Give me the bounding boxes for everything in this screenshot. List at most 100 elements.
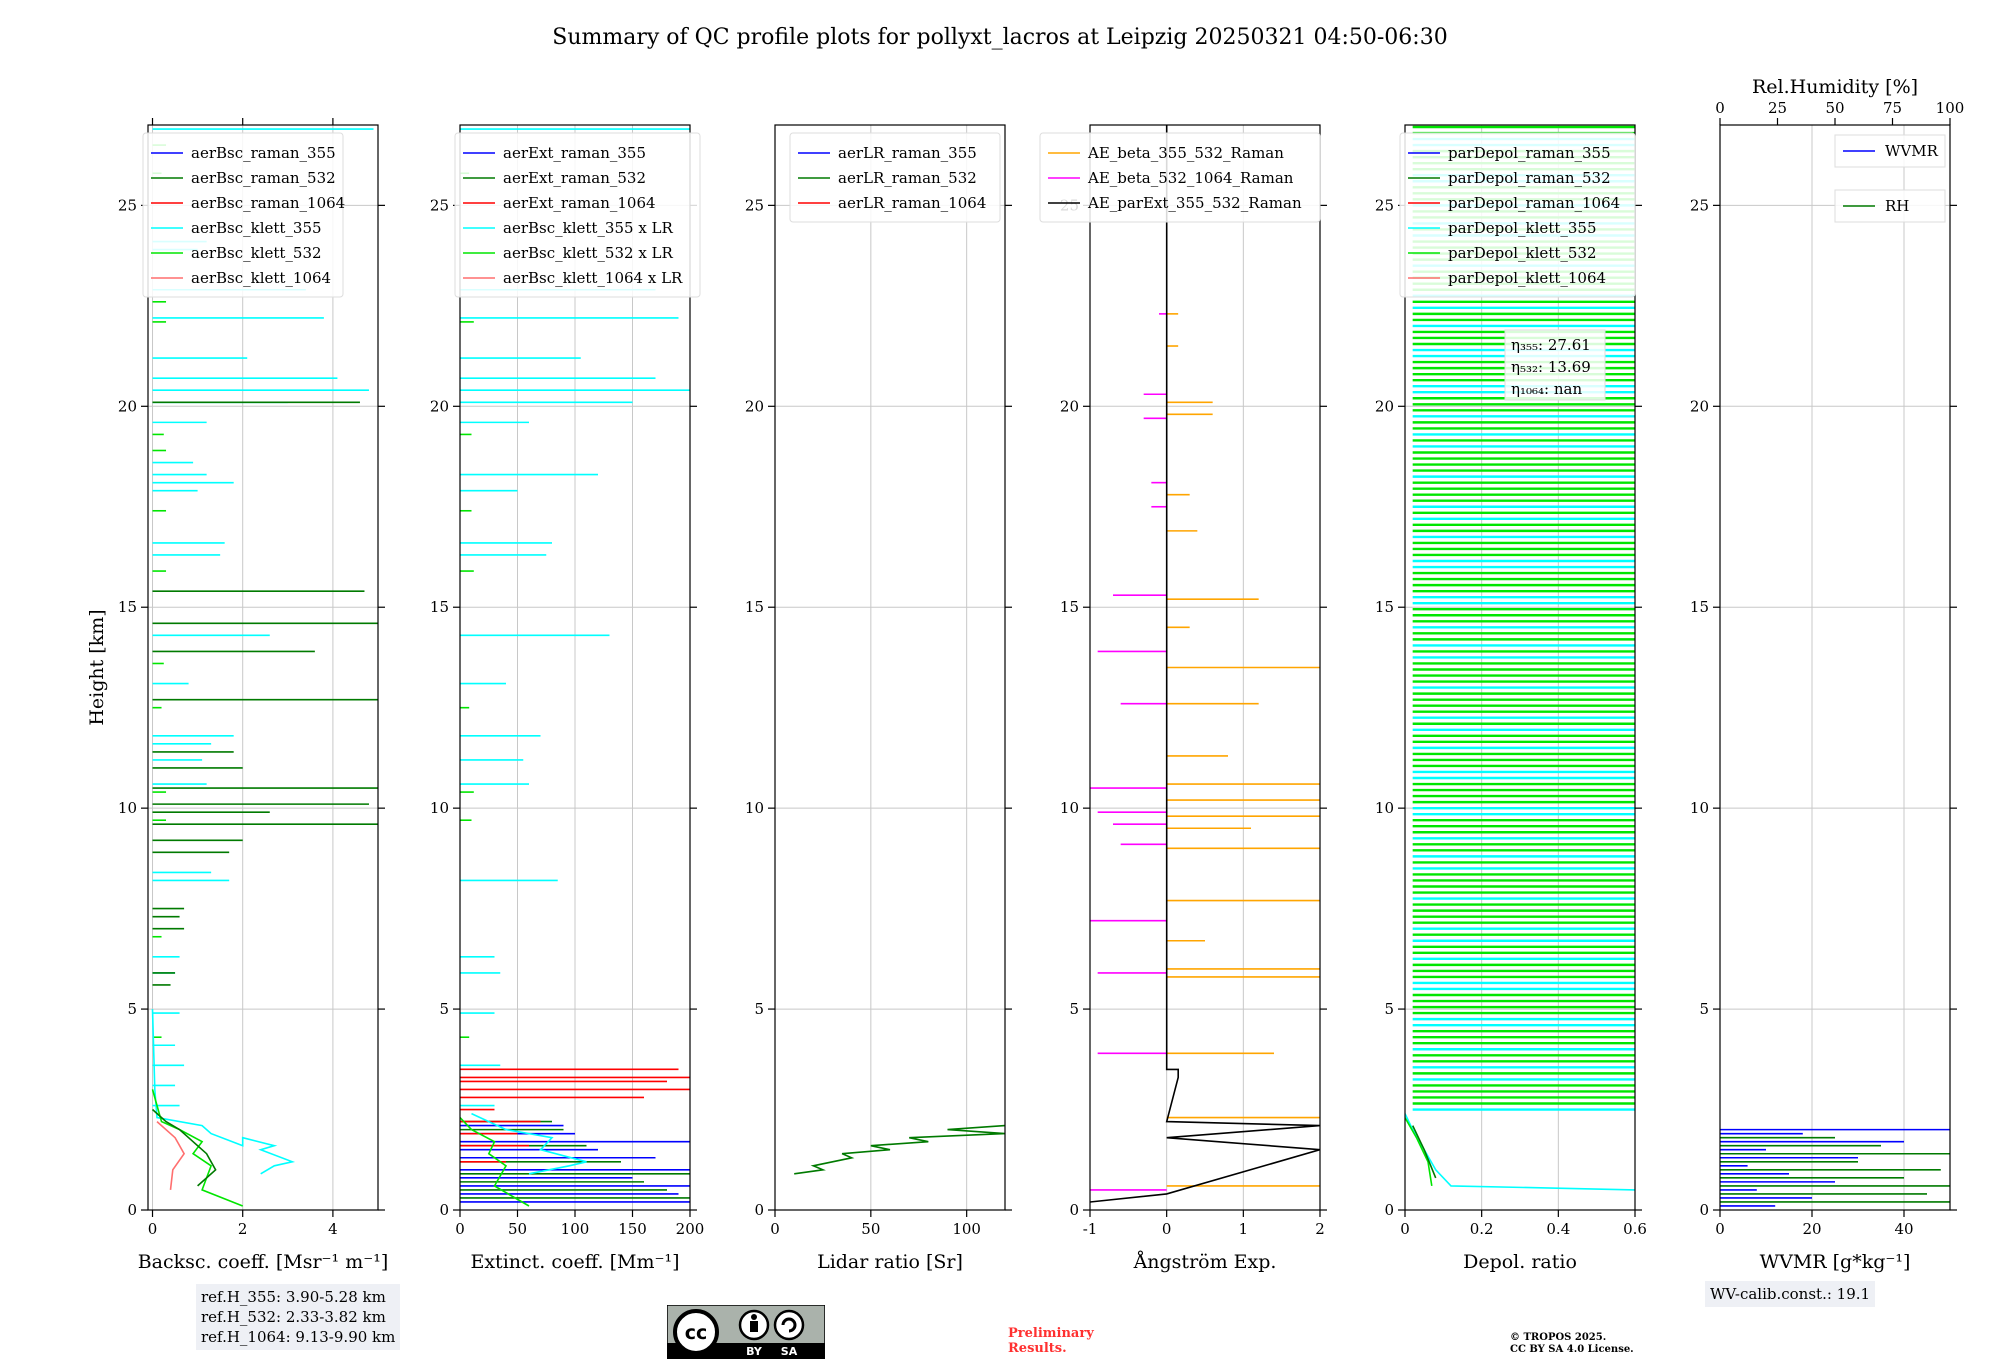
cc-text: cc [685, 1322, 708, 1344]
axes-frame [1719, 124, 1951, 1211]
sa-text: SA [781, 1345, 798, 1358]
legend-label: AE_parExt_355_532_Raman [1087, 194, 1302, 212]
legend-box [1399, 132, 1636, 298]
legend-label: parDepol_raman_355 [1448, 144, 1611, 162]
plot-area-angstrom [1090, 125, 1320, 1210]
legend-label: aerBsc_raman_355 [191, 144, 336, 162]
y-tick-label: 0 [127, 1201, 137, 1219]
y-tick-label: 5 [439, 1000, 449, 1018]
y-tick-label: 0 [439, 1201, 449, 1219]
legend-label: aerLR_raman_355 [838, 144, 977, 162]
y-tick-label: 15 [1375, 598, 1394, 616]
legend-label: WVMR [1885, 142, 1939, 160]
y-tick-label: 0 [1069, 1201, 1079, 1219]
x-tick-label: 4 [328, 1220, 338, 1238]
legend-box [789, 132, 1001, 223]
x-tick-label: 150 [618, 1220, 647, 1238]
legend-RH: RH [1834, 189, 1946, 223]
panel-angstrom: -10120510152025Ångström Exp.AE_beta_355_… [1039, 124, 1327, 1273]
x-tick-label: 0.2 [1470, 1220, 1494, 1238]
x-axis-label: Extinct. coeff. [Mm⁻¹] [470, 1251, 679, 1273]
series-parDepol_klett_355 [1405, 1113, 1635, 1191]
annotation-line: η₃₅₅: 27.61 [1511, 336, 1591, 354]
y-tick-label: 10 [1690, 799, 1709, 817]
plot-area-wvmr [1720, 125, 1950, 1210]
legend-label: aerBsc_raman_1064 [191, 194, 345, 212]
series-aerBsc_klett_532 [151, 1089, 243, 1207]
series-parDepol_raman_532 [1411, 1125, 1437, 1179]
y-tick-label: 20 [430, 397, 449, 415]
y-tick-label: 25 [430, 196, 449, 214]
panel-lidar_ratio: 0 50 100 0 5 10 15 20 25 Lidar ratio [Sr] aerLR_ra… [745, 124, 1012, 1273]
y-tick-label: 5 [1699, 1000, 1709, 1018]
x-tick-label: 0 [148, 1220, 158, 1238]
legend-box [1039, 132, 1321, 223]
x-axis-label: Depol. ratio [1463, 1251, 1577, 1273]
y-tick-label: 15 [430, 598, 449, 616]
legend-angstrom: AE_beta_355_532_Raman AE_beta_532_1064_Ra… [1039, 132, 1321, 223]
x-axis-label: Ångström Exp. [1133, 1251, 1277, 1273]
ref-height-355: ref.H_355: 3.90-5.28 km [201, 1288, 386, 1306]
legend-label: aerBsc_klett_1064 [191, 269, 331, 287]
y-tick-label: 20 [1690, 397, 1709, 415]
plot-area-extinction [460, 125, 690, 1210]
y-tick-label: 15 [118, 598, 137, 616]
panel-extinction: 0 50 100 150 200 0 5 10 15 20 25 Extinct. coeff. [M… [430, 124, 705, 1273]
legend-label: parDepol_klett_532 [1448, 244, 1597, 262]
ref-height-532: ref.H_532: 2.33-3.82 km [201, 1308, 386, 1326]
legend-depol: parDepol_raman_355 parDepol_raman_532 parD… [1399, 132, 1636, 298]
preliminary-results-note: Preliminary Results. [1008, 1326, 1094, 1356]
top-axis-label: Rel.Humidity [%] [1752, 76, 1918, 98]
x-tick-label: 40 [1894, 1220, 1913, 1238]
y-tick-label: 0 [1384, 1201, 1394, 1219]
x-tick-label: 1 [1239, 1220, 1249, 1238]
x-tick-label: 50 [508, 1220, 527, 1238]
wv-calibration-box: WV-calib.const.: 19.1 [1705, 1281, 1876, 1307]
x-tick-label: 0 [770, 1220, 780, 1238]
axes-frame [147, 124, 379, 1211]
y-tick-label: 5 [1069, 1000, 1079, 1018]
wv-calibration-constant: WV-calib.const.: 19.1 [1710, 1285, 1871, 1303]
y-tick-label: 20 [745, 397, 764, 415]
x-tick-label: 100 [952, 1220, 981, 1238]
y-tick-label: 10 [430, 799, 449, 817]
x-tick-label: -1 [1083, 1220, 1098, 1238]
by-text: BY [746, 1345, 763, 1358]
legend-label: aerLR_raman_532 [838, 169, 977, 187]
y-tick-label: 15 [1690, 598, 1709, 616]
axes-frame [1404, 124, 1636, 1211]
y-tick-label: 20 [1060, 397, 1079, 415]
x-tick-label: 2 [1315, 1220, 1325, 1238]
annotation-box [1504, 329, 1606, 401]
y-tick-label: 20 [118, 397, 137, 415]
y-tick-label: 0 [754, 1201, 764, 1219]
legend-label: aerBsc_klett_355 x LR [503, 219, 674, 237]
x-tick-label: 20 [1802, 1220, 1821, 1238]
x-tick-label: 200 [676, 1220, 705, 1238]
x-tick-label: 0 [455, 1220, 465, 1238]
y-tick-label: 25 [118, 196, 137, 214]
top-tick-label: 0 [1715, 99, 1725, 117]
y-tick-label: 10 [1375, 799, 1394, 817]
legend-label: aerExt_raman_355 [503, 144, 646, 162]
legend-label: aerBsc_klett_1064 x LR [503, 269, 683, 287]
y-tick-label: 25 [1375, 196, 1394, 214]
legend-label: RH [1885, 197, 1909, 215]
x-axis-label: WVMR [g*kg⁻¹] [1760, 1251, 1911, 1273]
preliminary-line-2: Results. [1008, 1341, 1067, 1356]
series-aerBsc_klett_355 x LR [471, 1112, 587, 1175]
y-tick-label: 5 [127, 1000, 137, 1018]
y-tick-label: 10 [118, 799, 137, 817]
y-tick-label: 5 [1384, 1000, 1394, 1018]
series-aerLR_raman_532 [794, 1124, 1005, 1175]
legend-backscatter: aerBsc_raman_355 aerBsc_raman_532 aerBsc_r… [142, 132, 345, 298]
legend-label: aerBsc_klett_355 [191, 219, 322, 237]
reference-heights-box: ref.H_355: 3.90-5.28 km ref.H_532: 2.33-… [196, 1284, 401, 1350]
legend-WVMR: WVMR [1834, 134, 1946, 168]
y-tick-label: 5 [754, 1000, 764, 1018]
y-tick-label: 25 [745, 196, 764, 214]
cc-by-sa-license-icon: cc BY SA [667, 1305, 825, 1359]
copyright-line-2: CC BY SA 4.0 License. [1510, 1344, 1634, 1355]
series-aerBsc_klett_1064 [156, 1121, 186, 1190]
